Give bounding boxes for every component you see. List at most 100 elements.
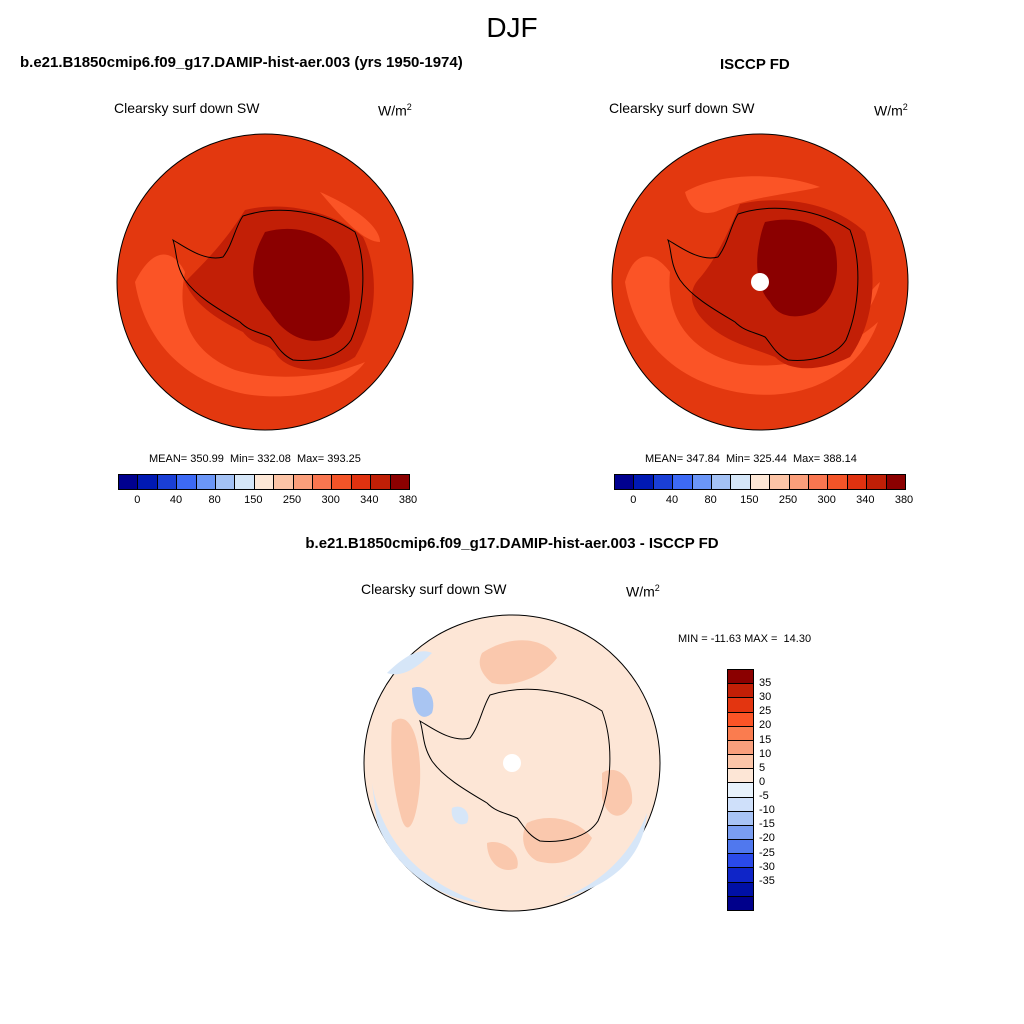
model-colorbar-swatch (293, 475, 314, 489)
diff-colorbar-label: -5 (759, 790, 769, 803)
diff-colorbar-label: 5 (759, 761, 766, 774)
diff-map (363, 614, 661, 912)
diff-colorbar-label: 0 (759, 775, 766, 788)
model-colorbar-label: 80 (208, 494, 221, 506)
diff-colorbar-swatch (728, 670, 753, 685)
model-colorbar-swatch (390, 475, 410, 489)
model-colorbar-swatch (235, 475, 255, 489)
obs-map (611, 133, 909, 431)
model-colorbar-swatch (274, 475, 294, 489)
obs-colorbar-swatch (828, 475, 848, 489)
diff-colorbar-label: 20 (759, 719, 772, 732)
obs-colorbar-label: 340 (856, 494, 875, 506)
obs-colorbar-label: 300 (817, 494, 836, 506)
diff-colorbar-swatch (728, 726, 753, 741)
diff-colorbar-swatch (728, 854, 753, 869)
obs-colorbar-label: 250 (778, 494, 798, 506)
model-colorbar-swatch (216, 475, 236, 489)
diff-colorbar-label: 25 (759, 705, 772, 718)
obs-colorbar-label: 0 (630, 494, 637, 506)
obs-colorbar-swatch (886, 475, 906, 489)
model-colorbar-swatch (177, 475, 197, 489)
season-title: DJF (486, 12, 538, 43)
model-colorbar-labels: 0 40 80 150 250 300 340 380 (118, 494, 417, 508)
model-colorbar-label: 150 (244, 494, 263, 506)
diff-colorbar-label: -20 (759, 832, 775, 845)
diff-colorbar-labels: 35 30 25 20 15 10 5 0 -5 -10 -15 -20 -25 -30 -35 (759, 669, 799, 909)
model-variable-label: Clearsky surf down SW (114, 100, 260, 116)
obs-colorbar-swatch (673, 475, 693, 489)
model-stats: MEAN= 350.99 Min= 332.08 Max= 393.25 (149, 453, 361, 465)
obs-colorbar-swatch (809, 475, 829, 489)
model-colorbar-swatch (351, 475, 372, 489)
model-colorbar-swatch (254, 475, 275, 489)
diff-colorbar-label: -15 (759, 818, 775, 831)
obs-panel-title: ISCCP FD (720, 56, 790, 73)
diff-colorbar-swatch (728, 712, 753, 727)
obs-colorbar-labels: 0 40 80 150 250 300 340 380 (614, 494, 913, 508)
obs-colorbar-swatch (692, 475, 713, 489)
model-colorbar-label: 40 (169, 494, 183, 506)
obs-variable-label: Clearsky surf down SW (609, 100, 755, 116)
diff-colorbar-swatch (728, 755, 753, 770)
model-panel-title: b.e21.B1850cmip6.f09_g17.DAMIP-hist-aer.… (20, 54, 463, 71)
diff-colorbar-label: 15 (759, 733, 772, 746)
model-colorbar-label: 340 (360, 494, 379, 506)
diff-colorbar-swatch (728, 868, 753, 883)
model-colorbar-label: 0 (134, 494, 141, 506)
diff-colorbar-label: -25 (759, 846, 775, 859)
obs-colorbar-swatch (731, 475, 751, 489)
diff-colorbar-swatch (728, 783, 753, 798)
obs-colorbar-swatch (615, 475, 635, 489)
obs-colorbar-label: 40 (665, 494, 679, 506)
model-colorbar-label: 300 (321, 494, 340, 506)
diff-variable-label: Clearsky surf down SW (361, 581, 507, 597)
diff-colorbar-swatch (728, 811, 753, 826)
obs-colorbar-swatch (712, 475, 732, 489)
diff-colorbar-label: -30 (759, 860, 775, 873)
obs-colorbar-label: 380 (894, 494, 914, 506)
model-colorbar-swatch (196, 475, 217, 489)
model-colorbar-swatch (371, 475, 391, 489)
diff-colorbar-label: 10 (759, 747, 772, 760)
model-colorbar-label: 380 (398, 494, 418, 506)
obs-colorbar-swatch (750, 475, 771, 489)
diff-colorbar-label: -10 (759, 804, 775, 817)
diff-colorbar-label: -35 (759, 874, 775, 887)
diff-colorbar-swatch (728, 797, 753, 812)
diff-colorbar-swatch (728, 698, 753, 713)
obs-colorbar-swatch (867, 475, 887, 489)
model-colorbar (118, 474, 410, 490)
obs-colorbar-label: 150 (740, 494, 759, 506)
diff-colorbar (727, 669, 754, 911)
diff-colorbar-label: 35 (759, 677, 772, 690)
model-colorbar-swatch (157, 475, 178, 489)
model-colorbar-label: 250 (282, 494, 302, 506)
obs-colorbar-swatch (634, 475, 654, 489)
obs-colorbar-swatch (847, 475, 868, 489)
diff-colorbar-swatch (728, 840, 753, 855)
obs-colorbar (614, 474, 906, 490)
obs-colorbar-swatch (653, 475, 674, 489)
model-map (116, 133, 414, 431)
diff-panel-title: b.e21.B1850cmip6.f09_g17.DAMIP-hist-aer.… (305, 535, 719, 552)
model-units-label: W/m2 (378, 102, 412, 119)
obs-colorbar-label: 80 (704, 494, 717, 506)
model-colorbar-swatch (138, 475, 158, 489)
model-colorbar-swatch (119, 475, 139, 489)
diff-colorbar-label: 30 (759, 691, 772, 704)
obs-stats: MEAN= 347.84 Min= 325.44 Max= 388.14 (645, 453, 857, 465)
diff-colorbar-swatch (728, 684, 753, 699)
diff-units-label: W/m2 (626, 583, 660, 600)
diff-colorbar-swatch (728, 896, 753, 910)
diff-colorbar-swatch (728, 769, 753, 784)
obs-units-label: W/m2 (874, 102, 908, 119)
diff-colorbar-swatch (728, 825, 753, 841)
diff-stats: MIN = -11.63 MAX = 14.30 (678, 633, 812, 645)
model-colorbar-swatch (313, 475, 333, 489)
obs-colorbar-swatch (789, 475, 810, 489)
obs-colorbar-swatch (770, 475, 790, 489)
diff-colorbar-swatch (728, 882, 753, 897)
diff-colorbar-swatch (728, 740, 753, 756)
model-colorbar-swatch (332, 475, 352, 489)
